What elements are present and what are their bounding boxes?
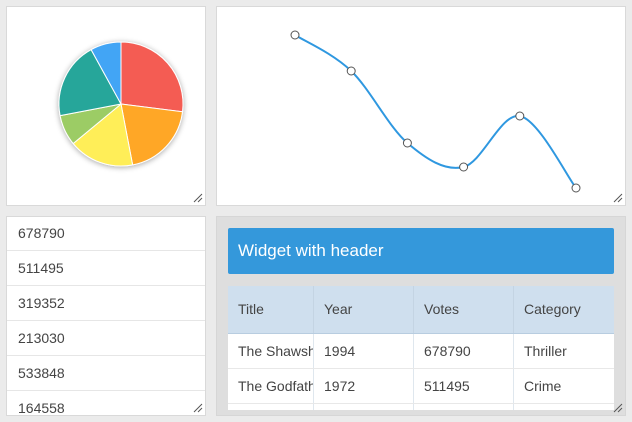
pie-chart-panel bbox=[6, 6, 206, 206]
list-item[interactable]: 533848 bbox=[7, 356, 205, 391]
list-item[interactable]: 319352 bbox=[7, 286, 205, 321]
column-header-title[interactable]: Title bbox=[228, 286, 314, 333]
cell-votes: 511495 bbox=[414, 369, 514, 403]
movies-table: Title Year Votes Category The Shawshank … bbox=[228, 286, 614, 410]
line-point-5[interactable] bbox=[571, 183, 581, 193]
table-header-row: Title Year Votes Category bbox=[228, 286, 614, 334]
line-point-3[interactable] bbox=[459, 162, 469, 172]
widget-panel: Widget with header Title Year Votes Cate… bbox=[216, 216, 626, 416]
pie-chart bbox=[58, 41, 184, 167]
line-point-2[interactable] bbox=[402, 138, 412, 148]
cell-category: Crime bbox=[524, 378, 562, 394]
pie-slice-2[interactable] bbox=[72, 103, 134, 167]
cell-year bbox=[314, 404, 414, 410]
cell-title bbox=[228, 404, 314, 410]
cell-year: 1972 bbox=[314, 369, 414, 403]
resize-handle-icon[interactable] bbox=[193, 193, 203, 203]
column-header-votes[interactable]: Votes bbox=[414, 286, 514, 333]
cell-votes bbox=[414, 404, 514, 410]
votes-list: 678790 511495 319352 213030 533848 16455… bbox=[7, 217, 205, 415]
resize-handle-icon[interactable] bbox=[613, 193, 623, 203]
widget-header: Widget with header bbox=[228, 228, 614, 274]
cell-title: The Shawshank Redemption bbox=[228, 334, 314, 368]
votes-list-panel: 678790 511495 319352 213030 533848 16455… bbox=[6, 216, 206, 416]
list-item[interactable]: 213030 bbox=[7, 321, 205, 356]
cell-title: The Godfather bbox=[228, 369, 314, 403]
list-item[interactable]: 511495 bbox=[7, 251, 205, 286]
cell-year: 1994 bbox=[314, 334, 414, 368]
line-chart bbox=[290, 30, 581, 193]
cell-category bbox=[514, 404, 614, 410]
list-item[interactable]: 678790 bbox=[7, 217, 205, 251]
line-series bbox=[294, 34, 577, 189]
line-point-4[interactable] bbox=[515, 111, 525, 121]
pie-slice-5[interactable] bbox=[90, 41, 122, 105]
list-item[interactable]: 164558 bbox=[7, 391, 205, 415]
line-point-0[interactable] bbox=[290, 30, 300, 40]
table-row[interactable]: The Godfather 1972 511495 Crime bbox=[228, 369, 614, 404]
table-row[interactable] bbox=[228, 404, 614, 410]
pie-slice-1[interactable] bbox=[120, 103, 184, 166]
pie-slice-0[interactable] bbox=[120, 41, 184, 113]
cell-category: Thriller bbox=[524, 343, 567, 359]
cell-votes: 678790 bbox=[414, 334, 514, 368]
resize-handle-icon[interactable] bbox=[613, 403, 623, 413]
column-header-category[interactable]: Category bbox=[524, 301, 581, 317]
line-point-1[interactable] bbox=[346, 66, 356, 76]
pie-slice-4[interactable] bbox=[58, 48, 122, 117]
table-row[interactable]: The Shawshank Redemption 1994 678790 Thr… bbox=[228, 334, 614, 369]
line-chart-panel bbox=[216, 6, 626, 206]
column-header-year[interactable]: Year bbox=[314, 286, 414, 333]
resize-handle-icon[interactable] bbox=[193, 403, 203, 413]
